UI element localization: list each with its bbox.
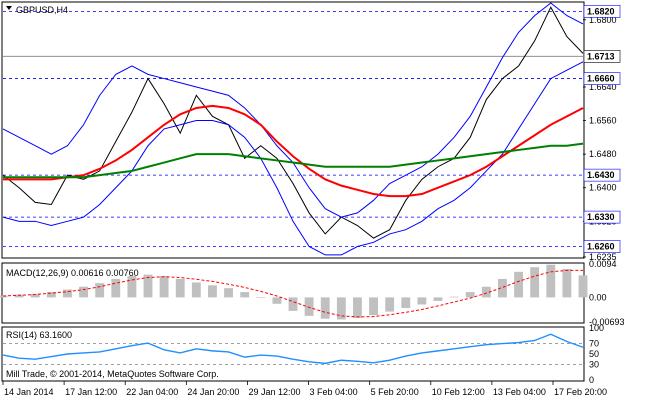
macd-histogram-bar	[498, 278, 507, 298]
rsi-line	[2, 333, 584, 365]
rsi-y-tick-label: 50	[589, 349, 599, 359]
macd-histogram-bar	[401, 297, 411, 309]
level-tag-label: 1.6330	[587, 212, 615, 222]
rsi-title: RSI(14) 63.1600	[6, 330, 72, 340]
symbol-dropdown-icon[interactable]	[6, 6, 12, 10]
x-tick-label: 17 Feb 20:00	[554, 387, 607, 397]
macd-histogram-bar	[240, 292, 250, 298]
macd-signal-line	[2, 269, 583, 318]
price-series-group	[2, 2, 584, 256]
rsi-y-tick-label: 30	[589, 359, 599, 369]
level-tag-box	[583, 210, 621, 224]
rsi-y-tick-label: 100	[589, 323, 604, 333]
macd-series-group	[0, 264, 588, 320]
macd-histogram-bar	[578, 275, 588, 298]
macd-histogram-bar	[208, 285, 217, 298]
x-tick-label: 24 Jan 20:00	[187, 387, 239, 397]
macd-histogram-bar	[175, 278, 185, 298]
macd-histogram-bar	[336, 297, 346, 320]
macd-title: MACD(12,26,9) 0.00616 0.00760	[6, 268, 139, 278]
y-tick-label: 1.6400	[589, 183, 617, 193]
y-tick-label: 1.6640	[589, 82, 617, 92]
rsi-panel-frame	[1, 326, 585, 382]
macd-y-tick-label: -0.00693	[589, 317, 625, 327]
macd-histogram-bar	[46, 292, 56, 298]
macd-histogram-bar	[304, 297, 314, 316]
macd-histogram-bar	[79, 286, 88, 298]
bollinger-band-line	[2, 61, 584, 256]
macd-histogram-bar	[256, 297, 266, 298]
macd-histogram-bar	[143, 274, 153, 298]
x-tick-label: 3 Feb 04:00	[310, 387, 358, 397]
macd-histogram-bar	[433, 297, 443, 301]
x-tick-label: 29 Jan 12:00	[248, 387, 300, 397]
macd-histogram-bar	[465, 292, 475, 298]
rsi-y-tick-label: 0	[589, 375, 594, 385]
macd-histogram-bar	[111, 278, 121, 298]
moving-average-line	[3, 104, 584, 198]
macd-histogram-bar	[562, 268, 572, 298]
price-panel-frame	[1, 1, 585, 259]
x-tick-label: 14 Jan 2014	[4, 387, 54, 397]
level-tag-label: 1.6820	[587, 6, 615, 16]
macd-histogram-bar	[63, 289, 72, 298]
macd-histogram-bar	[127, 276, 137, 298]
y-tick-label: 1.6560	[589, 116, 617, 126]
axis-labels-group: 1.68001.66401.65601.64801.64001.63201.62…	[2, 5, 625, 397]
level-tag-box	[583, 5, 621, 18]
rsi-y-tick-label: 70	[589, 339, 599, 349]
macd-histogram-bar	[159, 276, 169, 298]
macd-histogram-bar	[14, 294, 24, 298]
macd-histogram-bar	[0, 295, 8, 298]
level-tag-box	[583, 72, 621, 85]
rsi-series-group	[2, 333, 584, 365]
x-tick-label: 13 Feb 04:00	[493, 387, 546, 397]
x-tick-label: 5 Feb 20:00	[371, 387, 419, 397]
price-line	[2, 6, 584, 239]
level-tag-box	[583, 240, 621, 253]
macd-histogram-bar	[481, 286, 491, 298]
moving-average-line	[3, 142, 584, 179]
level-tag-label: 1.6260	[587, 242, 615, 252]
macd-histogram-bar	[385, 297, 395, 312]
macd-histogram-bar	[530, 267, 540, 298]
x-tick-label: 22 Jan 04:00	[126, 387, 178, 397]
macd-histogram-bar	[449, 296, 459, 298]
copyright-text: Mill Trade, © 2001-2014, MetaQuotes Soft…	[6, 369, 219, 379]
macd-histogram-bar	[224, 288, 233, 298]
macd-histogram-bar	[353, 297, 362, 318]
level-tag-label: 1.6660	[587, 74, 615, 84]
level-tag-label: 1.6430	[587, 170, 615, 180]
y-tick-label: 1.6235	[589, 252, 617, 262]
x-tick-label: 10 Feb 12:00	[432, 387, 485, 397]
macd-histogram-bar	[320, 297, 330, 319]
macd-histogram-bar	[546, 264, 556, 298]
macd-histogram-bar	[369, 297, 378, 316]
level-tag-box	[583, 168, 621, 182]
y-tick-label: 1.6800	[589, 15, 617, 25]
level-tag-box	[583, 50, 621, 63]
macd-histogram-bar	[95, 283, 105, 298]
macd-histogram-bar	[272, 297, 282, 304]
macd-histogram-bar	[30, 293, 40, 298]
y-tick-label: 1.6480	[589, 149, 617, 159]
x-tick-label: 17 Jan 12:00	[65, 387, 117, 397]
price-title: GBPUSD,H4	[16, 5, 68, 15]
macd-histogram-bar	[417, 297, 427, 305]
macd-y-tick-label: 0.00	[589, 292, 607, 302]
macd-y-tick-label: 0.0094	[589, 259, 617, 269]
macd-histogram-bar	[191, 282, 201, 298]
macd-histogram-bar	[288, 297, 298, 311]
level-tag-label: 1.6713	[587, 51, 615, 61]
macd-histogram-bar	[514, 271, 523, 298]
